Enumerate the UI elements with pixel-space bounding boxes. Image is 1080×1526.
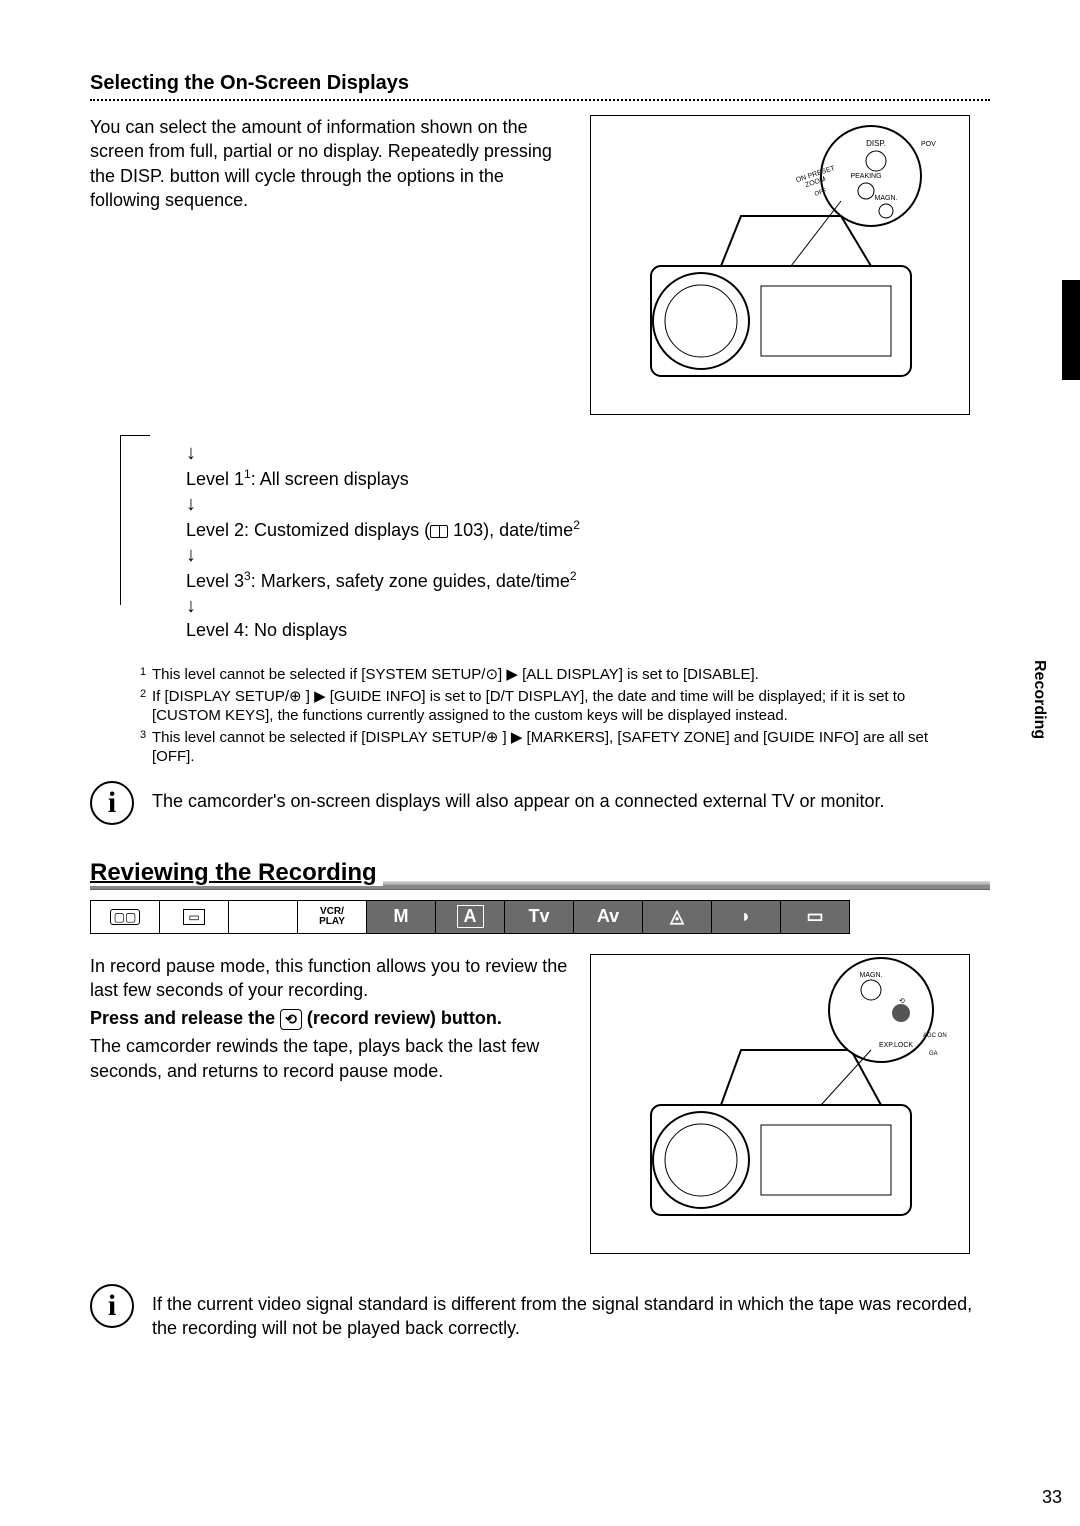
footnotes: 1This level cannot be selected if [SYSTE… [140,665,940,767]
level-3: Level 33: Markers, safety zone guides, d… [186,569,640,592]
osd-intro-text: You can select the amount of information… [90,115,570,415]
display-levels-diagram: ↓ Level 11: All screen displays ↓ Level … [140,435,640,641]
arrow-icon: ↓ [186,443,640,463]
mode-spotlight: ◬ [643,901,712,933]
info-icon: i [90,1284,134,1328]
info-note-1: i The camcorder's on-screen displays wil… [90,781,990,825]
camcorder-illustration-disp: DISP. PEAKING MAGN. ON PRESET ZOOM OFF P… [590,115,970,415]
mode-a: A [436,901,505,933]
section1-row: You can select the amount of information… [90,115,990,415]
mode-night: ◗ [712,901,781,933]
info-text-2: If the current video signal standard is … [152,1284,990,1341]
mode-blank [229,901,298,933]
mode-m: M [367,901,436,933]
arrow-icon: ↓ [186,494,640,514]
page-number: 33 [1042,1487,1062,1508]
svg-text:EXP.LOCK: EXP.LOCK [879,1042,913,1049]
section-title-osd: Selecting the On-Screen Displays [90,72,990,101]
mode-bar: ▢▢ ▭ VCR/PLAY M A Tv Av ◬ ◗ ▭ [90,900,850,934]
level-1: Level 11: All screen displays [186,467,640,490]
side-tab [1062,280,1080,380]
camcorder-svg-2: MAGN. ⟲ EXP.LOCK AGC ON GA [591,955,971,1255]
review-intro: In record pause mode, this function allo… [90,954,570,1003]
camcorder-svg: DISP. PEAKING MAGN. ON PRESET ZOOM OFF P… [591,116,971,416]
footnote-1: This level cannot be selected if [SYSTEM… [152,665,759,685]
info-text-1: The camcorder's on-screen displays will … [152,781,884,813]
info-icon: i [90,781,134,825]
mode-card: ▭ [160,901,229,933]
svg-text:PEAKING: PEAKING [850,173,881,180]
heading-reviewing: Reviewing the Recording [90,859,990,890]
review-action: Press and release the ⟲ (record review) … [90,1006,570,1030]
page-content: Selecting the On-Screen Displays You can… [90,72,990,1340]
book-icon [430,525,448,538]
arrow-icon: ↓ [186,596,640,616]
svg-text:⟲: ⟲ [899,998,905,1005]
camcorder-illustration-review: MAGN. ⟲ EXP.LOCK AGC ON GA [590,954,970,1254]
svg-text:DISP.: DISP. [866,139,886,148]
svg-text:MAGN.: MAGN. [860,972,883,979]
svg-text:AGC ON: AGC ON [923,1033,947,1039]
info-note-2: i If the current video signal standard i… [90,1284,990,1341]
record-review-button-icon: ⟲ [280,1009,302,1030]
mode-vcr-play: VCR/PLAY [298,901,367,933]
section2-row: In record pause mode, this function allo… [90,954,990,1254]
footnote-2: If [DISPLAY SETUP/⊕ ] ▶ [GUIDE INFO] is … [152,687,940,726]
svg-text:MAGN.: MAGN. [875,195,898,202]
mode-av: Av [574,901,643,933]
side-section-label: Recording [1030,660,1048,739]
svg-text:GA: GA [929,1051,938,1057]
svg-text:POV: POV [921,141,936,148]
footnote-3: This level cannot be selected if [DISPLA… [152,728,940,767]
arrow-icon: ↓ [186,545,640,565]
level-2: Level 2: Customized displays ( 103), dat… [186,518,640,541]
level-4: Level 4: No displays [186,620,640,641]
mode-tv: Tv [505,901,574,933]
mode-tape: ▢▢ [91,901,160,933]
mode-easy: ▭ [781,901,849,933]
review-detail: The camcorder rewinds the tape, plays ba… [90,1034,570,1083]
